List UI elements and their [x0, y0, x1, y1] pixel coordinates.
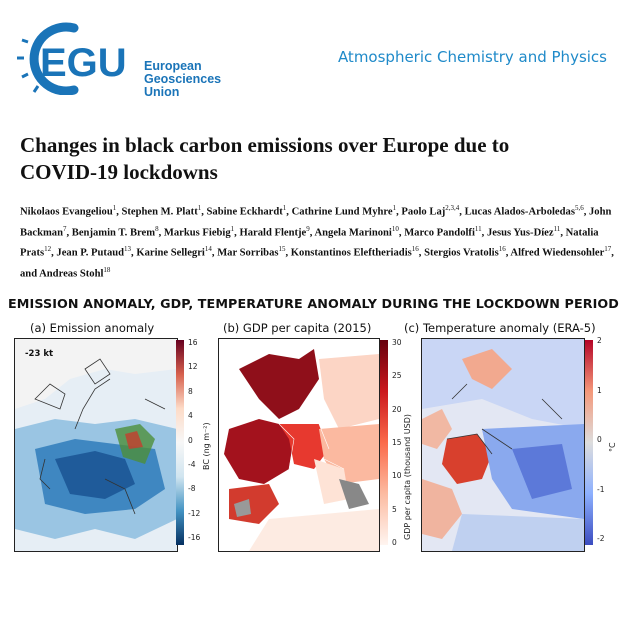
author-affiliation: 1 — [197, 204, 202, 212]
colorbar-tick-label: 5 — [392, 504, 397, 514]
egu-logo: EGU European Geosciences Union — [14, 20, 314, 99]
emission-total: -23 kt — [25, 349, 54, 359]
author-affiliation: 18 — [103, 265, 111, 274]
colorbar-tick-label: 2 — [597, 336, 602, 345]
journal-name: Atmospheric Chemistry and Physics — [337, 48, 607, 66]
author-name: Cathrine Lund Myhre — [291, 206, 393, 218]
author-affiliation: 8 — [155, 224, 159, 233]
panel-c-title: (c) Temperature anomaly (ERA-5) — [404, 321, 596, 335]
author-name: Stephen M. Platt — [121, 206, 198, 218]
org-name: European Geosciences Union — [144, 59, 222, 99]
author-name: Benjamin T. Brem — [71, 227, 156, 239]
author-name: Sabine Eckhardt — [206, 206, 283, 218]
colorbar-tick-label: 25 — [392, 371, 402, 381]
colorbar-tick-label: 0 — [392, 538, 397, 547]
colorbar-tick-label: 10 — [392, 471, 402, 481]
author-name: Marco Pandolfi — [404, 227, 475, 239]
colorbar-tick-label: 8 — [188, 386, 193, 396]
egu-logo-mark: EGU — [17, 22, 127, 95]
author-affiliation: 1 — [112, 204, 117, 212]
author-name: Nikolaos Evangeliou — [20, 206, 113, 218]
panel-a-title: (a) Emission anomaly — [30, 321, 155, 335]
author-affiliation: 16 — [411, 245, 419, 254]
author-name: Karine Sellegri — [136, 247, 205, 259]
author-name: Paolo Laj — [401, 206, 446, 218]
author-name: John Backman — [20, 206, 612, 239]
author-name: Markus Fiebig — [163, 227, 231, 239]
author-affiliation: 17 — [604, 245, 612, 254]
colorbar-tick-label: 4 — [188, 411, 193, 421]
author-affiliation: 15 — [278, 245, 286, 254]
colorbar-tick-label: -2 — [597, 534, 605, 543]
author-affiliation: 10 — [391, 224, 399, 233]
author-name: Angela Marinoni — [314, 227, 392, 239]
author-name: Konstantinos Eleftheriadis — [290, 247, 412, 259]
colorbar-tick-label: 15 — [392, 438, 402, 447]
colorbar-tick-label: -12 — [188, 508, 201, 518]
colorbar-tick-label: 20 — [392, 404, 402, 414]
colorbar-tick-label: 1 — [597, 385, 602, 395]
author-name: Mar Sorribas — [217, 247, 279, 259]
author-name: Jean P. Putaud — [56, 247, 125, 259]
panel-c-colorbar — [585, 340, 593, 545]
colorbar-tick-label: -16 — [188, 533, 201, 542]
author-affiliation: 1 — [230, 224, 235, 233]
author-affiliation: 5,6 — [574, 204, 584, 212]
author-list: Nikolaos Evangeliou1, Stephen M. Platt1,… — [20, 204, 614, 280]
author-affiliation: 16 — [498, 245, 506, 254]
author-affiliation: 12 — [44, 245, 52, 254]
colorbar-tick-label: -4 — [188, 459, 196, 469]
author-name: Harald Flentje — [239, 227, 307, 239]
panel-c-colorbar-label: °C — [608, 442, 617, 452]
author-affiliation: 2,3,4 — [445, 204, 460, 212]
logo-letters: EGU — [40, 41, 127, 85]
author-affiliation: 13 — [124, 245, 132, 254]
panel-a-map: -23 kt — [14, 338, 178, 552]
panel-a-colorbar-label: BC (ng m⁻²) — [202, 422, 211, 470]
colorbar-tick-label: 16 — [188, 338, 198, 347]
colorbar-tick-label: 0 — [188, 435, 193, 445]
author-name: Natalia Prats — [20, 227, 599, 259]
author-affiliation: 14 — [204, 245, 212, 254]
colorbar-tick-label: 30 — [392, 338, 402, 347]
author-name: and Andreas Stohl — [20, 268, 104, 280]
panel-b-colorbar-label: GDP per capita (thousand USD) — [403, 413, 412, 540]
panel-b-colorbar — [380, 340, 388, 545]
figure-heading: EMISSION ANOMALY, GDP, TEMPERATURE ANOMA… — [8, 296, 619, 311]
colorbar-tick-label: -8 — [188, 484, 196, 494]
colorbar-tick-label: -1 — [597, 484, 605, 494]
author-affiliation: 11 — [553, 224, 561, 233]
panel-b-title: (b) GDP per capita (2015) — [223, 321, 372, 335]
author-affiliation: 1 — [282, 204, 287, 212]
colorbar-tick-label: 12 — [188, 362, 198, 372]
author-affiliation: 7 — [62, 224, 67, 233]
panel-a-colorbar — [176, 340, 184, 545]
colorbar-tick-label: 0 — [597, 435, 602, 444]
author-name: Alfred Wiedensohler — [510, 247, 605, 259]
author-name: Jesus Yus-Díez — [486, 227, 554, 239]
author-name: Stergios Vratolis — [424, 247, 499, 259]
paper-title: Changes in black carbon emissions over E… — [20, 133, 510, 184]
panel-b-map — [218, 338, 380, 552]
panel-c-map — [421, 338, 585, 552]
author-affiliation: 9 — [306, 224, 310, 233]
author-affiliation: 1 — [392, 204, 397, 212]
author-affiliation: 11 — [474, 224, 482, 233]
author-name: Lucas Alados-Arboledas — [464, 206, 575, 218]
